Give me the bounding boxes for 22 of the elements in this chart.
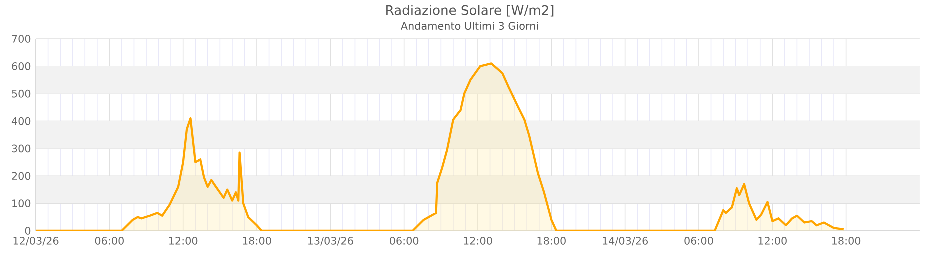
y-tick-label: 500	[12, 90, 31, 98]
x-tick-label: 06:00	[95, 237, 124, 245]
x-tick-label: 12/03/26	[14, 237, 59, 246]
y-tick-label: 400	[12, 117, 31, 126]
x-tick-label: 12:00	[170, 237, 198, 245]
x-tick-label: 18:00	[243, 237, 272, 245]
chart-subtitle: Andamento Ultimi 3 Giorni	[401, 22, 538, 30]
y-tick-label: 600	[12, 62, 31, 70]
y-tick-label: 200	[12, 172, 31, 180]
y-tick-label: 300	[12, 144, 31, 153]
x-tick-label: 18:00	[538, 237, 566, 245]
y-tick-label: 100	[12, 200, 31, 208]
x-tick-label: 12:00	[464, 237, 492, 245]
y-tick-label: 0	[25, 227, 31, 235]
y-tick-label: 700	[12, 35, 31, 43]
x-tick-label: 13/03/26	[308, 237, 354, 246]
x-tick-label: 12:00	[758, 237, 787, 245]
x-tick-label: 14/03/26	[603, 237, 648, 246]
x-tick-label: 06:00	[390, 237, 419, 245]
x-tick-label: 06:00	[684, 237, 714, 245]
chart-title: Radiazione Solare [W/m2]	[386, 5, 554, 17]
x-tick-label: 18:00	[832, 237, 861, 245]
